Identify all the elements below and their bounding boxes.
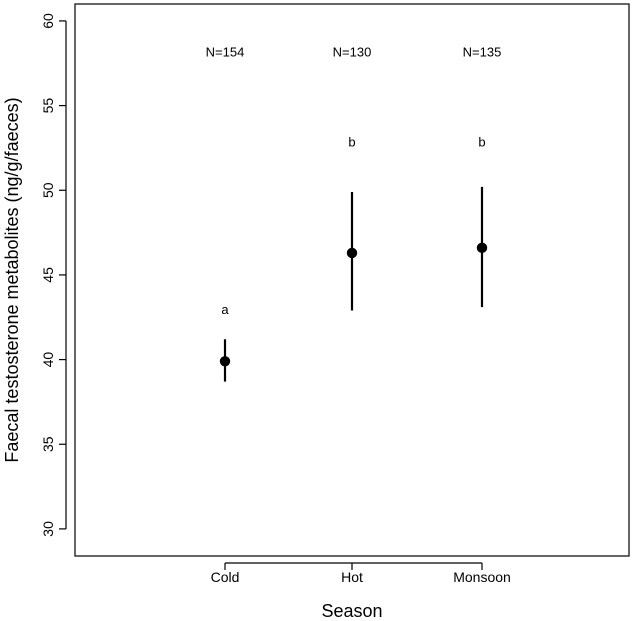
group-letter: b xyxy=(348,134,355,149)
y-tick-label: 50 xyxy=(40,182,56,198)
x-tick-label: Hot xyxy=(341,569,363,585)
group-letter: b xyxy=(478,134,485,149)
data-point xyxy=(476,242,488,254)
plot-frame xyxy=(74,3,630,557)
x-tick-label: Monsoon xyxy=(453,569,511,585)
y-tick-label: 35 xyxy=(40,436,56,452)
y-tick-label: 60 xyxy=(40,13,56,29)
data-marks xyxy=(219,186,488,382)
x-axis-title: Season xyxy=(321,601,382,621)
annotations: N=154 N=130 N=135 a b b xyxy=(206,45,502,317)
sample-size-label: N=135 xyxy=(463,45,502,60)
sample-size-label: N=154 xyxy=(206,45,245,60)
y-tick-label: 55 xyxy=(40,98,56,114)
y-tick-label: 30 xyxy=(40,521,56,537)
y-axis-title: Faecal testosterone metabolites (ng/g/fa… xyxy=(2,97,22,462)
y-axis: 30 35 40 45 50 55 60 xyxy=(40,13,67,537)
y-tick-label: 45 xyxy=(40,267,56,283)
group-letter: a xyxy=(221,302,229,317)
y-tick-label: 40 xyxy=(40,352,56,368)
x-axis: Cold Hot Monsoon xyxy=(211,562,511,585)
data-point xyxy=(346,247,358,259)
sample-size-label: N=130 xyxy=(333,45,372,60)
data-point xyxy=(219,356,231,367)
x-tick-label: Cold xyxy=(211,569,240,585)
